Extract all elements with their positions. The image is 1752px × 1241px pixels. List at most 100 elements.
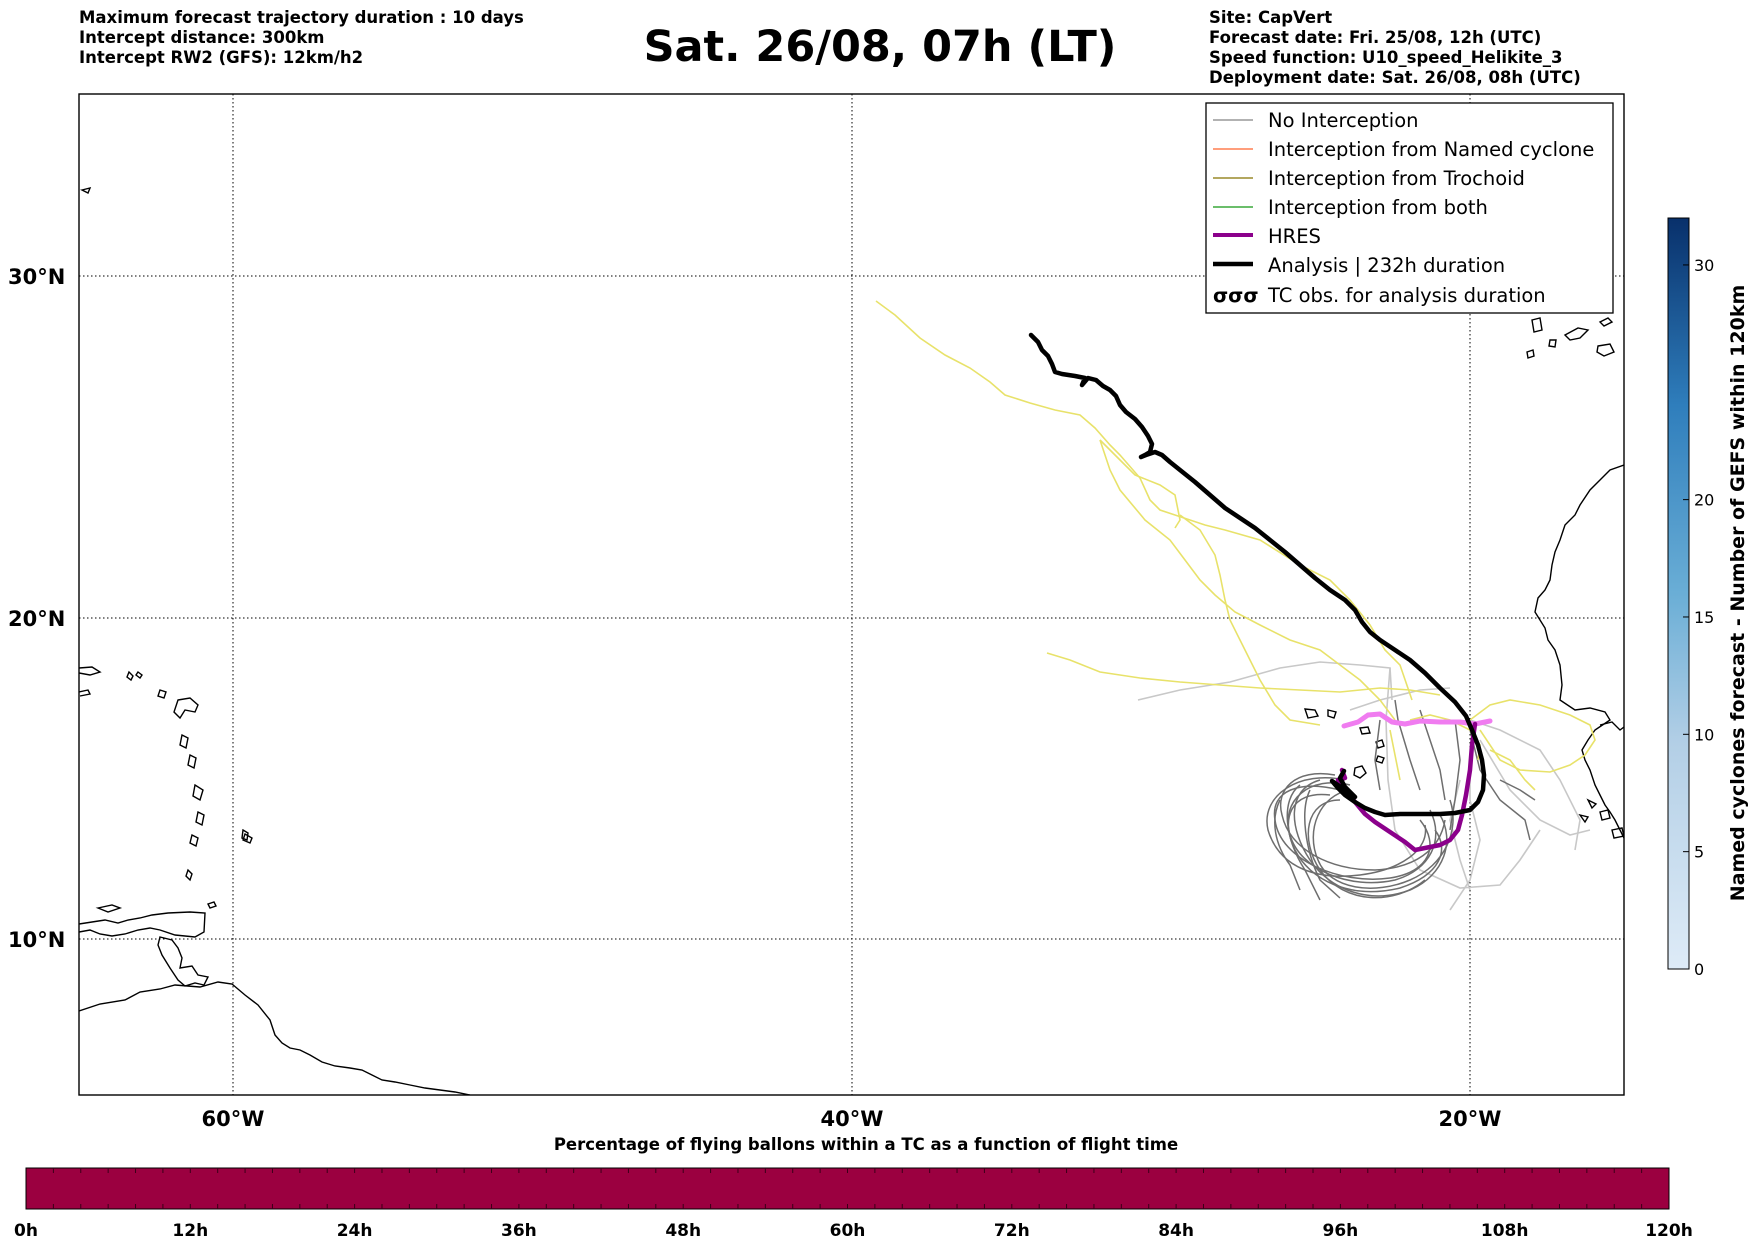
loop-5 (1293, 779, 1448, 897)
coast-grenada (185, 868, 193, 882)
legend-label-analysis: Analysis | 232h duration (1268, 254, 1505, 277)
hres-pink-segment (1341, 711, 1493, 729)
track-light-5 (1449, 760, 1481, 911)
coast-cape-verde-6 (1375, 755, 1385, 764)
forecast-date-text: Forecast date: Fri. 25/08, 12h (UTC) (1209, 28, 1542, 47)
colorbar-right-tick-label: 5 (1694, 843, 1704, 862)
yellow-8 (1489, 749, 1536, 791)
coast-curacao (95, 904, 123, 913)
coast-west-africa (1534, 464, 1624, 839)
coast-canary-5 (1548, 339, 1557, 348)
coast-puerto-rico-east (79, 666, 102, 676)
lon-label-20w: 20°W (1439, 1107, 1502, 1131)
lat-label-20n: 20°N (8, 607, 65, 631)
loop-7 (1307, 799, 1426, 899)
track-dark-north-1 (1394, 699, 1421, 791)
yellow-9 (1389, 729, 1401, 781)
coast-lesser-antilles-3 (192, 783, 204, 802)
coast-cape-verde-2 (1327, 709, 1337, 719)
loop-10 (1274, 799, 1301, 891)
legend-label-trochoid: Interception from Trochoid (1268, 167, 1525, 190)
yellow-4 (1046, 652, 1441, 696)
coast-small-island-a (126, 670, 134, 682)
coast-bissagos-1 (1586, 798, 1598, 810)
gridlines (79, 94, 1624, 1095)
coast-lesser-antilles-1 (179, 733, 189, 750)
colorbar-bottom-tick-label: 108h (1481, 1221, 1529, 1241)
coast-lesser-antilles-7 (135, 670, 143, 680)
track-dark-north-4 (1469, 729, 1531, 841)
loop-11 (1304, 789, 1341, 899)
colorbar-bottom-minor-ticks (52, 1168, 1643, 1209)
track-dark-north-2 (1419, 709, 1446, 801)
coast-venezuela-west (79, 911, 206, 938)
loop-6 (1279, 772, 1446, 871)
coast-lesser-antilles-4 (195, 810, 205, 827)
colorbar-bottom-tick-label: 84h (1158, 1221, 1194, 1241)
coast-lesser-antilles-2 (187, 753, 197, 770)
coast-virgin-islands (79, 689, 92, 697)
tc-obs-symbol-icon: σσσ (1213, 284, 1259, 307)
colorbar-right: 0 5 10 15 20 30 Named cyclones forecast - Num… (1667, 217, 1749, 979)
legend-label-both: Interception from both (1268, 196, 1488, 219)
track-light-7 (1349, 687, 1451, 711)
coast-cape-verde-1 (1303, 708, 1320, 719)
lon-labels: 60°W 40°W 20°W (202, 1107, 1502, 1131)
colorbar-bottom-bar (25, 1167, 1670, 1210)
loop-4 (1287, 793, 1443, 893)
track-light-3 (1469, 719, 1581, 851)
colorbar-bottom-tick-label: 72h (994, 1221, 1030, 1241)
track-dark-north-6 (1499, 779, 1536, 801)
coast-bissagos-2 (1599, 809, 1611, 821)
lon-label-60w: 60°W (202, 1107, 265, 1131)
legend: No Interception Interception from Named … (1205, 102, 1614, 314)
intercept-rw2-text: Intercept RW2 (GFS): 12km/h2 (79, 48, 364, 67)
max-duration-text: Maximum forecast trajectory duration : 1… (79, 8, 524, 27)
yellow-5 (1179, 514, 1321, 726)
coast-cape-verde-3 (1359, 726, 1371, 735)
coast-bissagos-4 (1611, 827, 1624, 839)
yellow-3 (1099, 439, 1181, 529)
lat-labels: 30°N 20°N 10°N (8, 265, 65, 952)
legend-label-no-interception: No Interception (1268, 109, 1419, 132)
lat-label-30n: 30°N (8, 265, 65, 289)
coast-barbados (241, 828, 249, 841)
colorbar-right-gradient (1667, 217, 1690, 970)
colorbar-bottom-tick-label: 60h (830, 1221, 866, 1241)
coast-africa-inlet (1599, 721, 1624, 731)
legend-label-tc-obs: TC obs. for analysis duration (1267, 284, 1546, 307)
colorbar-right-tick-label: 30 (1694, 256, 1714, 275)
legend-frame (1205, 102, 1614, 314)
track-analysis (1028, 332, 1487, 818)
lon-label-40w: 40°W (821, 1107, 884, 1131)
colorbar-bottom-tick-label: 96h (1323, 1221, 1359, 1241)
coast-tobago (207, 901, 217, 909)
lat-label-10n: 10°N (8, 928, 65, 952)
legend-label-hres: HRES (1268, 225, 1321, 248)
page-title: Sat. 26/08, 07h (LT) (643, 22, 1117, 72)
loop-3 (1266, 777, 1427, 877)
coast-lesser-antilles-5 (189, 833, 199, 848)
tracks-trochoid (875, 300, 1596, 791)
coast-small-nw (79, 186, 92, 194)
coast-canary-3 (1596, 343, 1615, 357)
coast-canary-4 (1526, 349, 1535, 359)
colorbar-bottom-tick-label: 48h (665, 1221, 701, 1241)
colorbar-right-title: Named cyclones forecast - Number of GEFS… (1727, 285, 1749, 902)
coastlines (79, 186, 1624, 1095)
tracks-no-interception-light (1137, 661, 1591, 911)
coast-lesser-antilles-6 (157, 689, 167, 699)
coast-canary-1 (1531, 317, 1543, 333)
colorbar-right-tick-label: 10 (1694, 725, 1714, 744)
coast-south-america (79, 981, 471, 1095)
track-light-2 (1385, 667, 1541, 889)
coast-canary-2 (1563, 327, 1590, 341)
coast-guadeloupe (173, 697, 199, 720)
yellow-1 (875, 300, 1413, 701)
yellow-2 (1099, 439, 1396, 721)
colorbar-bottom-tick-label: 12h (172, 1221, 208, 1241)
loop-9 (1286, 784, 1321, 901)
colorbar-bottom-tick-label: 120h (1645, 1221, 1693, 1241)
coast-bissagos-3 (1578, 813, 1590, 824)
